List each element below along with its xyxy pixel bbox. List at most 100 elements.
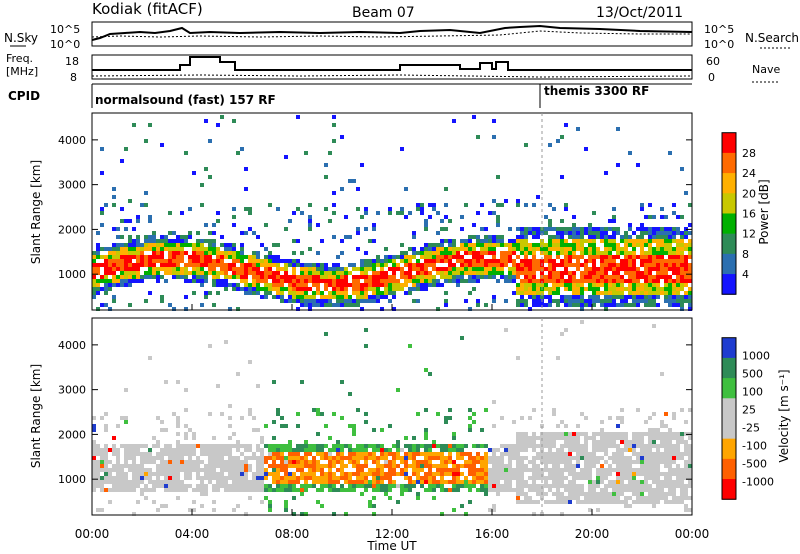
velocity-cell [268,452,272,456]
power-cell [160,299,164,303]
power-cell [184,295,188,299]
velocity-cell [232,456,236,460]
power-cell [364,279,368,283]
power-cell [628,251,632,255]
velocity-cell [96,508,100,512]
velocity-cell [552,444,556,448]
power-cell [132,247,136,251]
velocity-cell [176,432,180,436]
power-cell [300,291,304,295]
power-cell [672,251,676,255]
velocity-cell [516,484,520,488]
velocity-cell [116,472,120,476]
power-cell [192,263,196,267]
velocity-cell [244,484,248,488]
power-cell [184,235,188,239]
power-cell [652,259,656,263]
power-cell [536,243,540,247]
power-cell [300,303,304,307]
velocity-cell [264,468,268,472]
power-cell [668,151,672,155]
power-cell [328,151,332,155]
power-cell [612,267,616,271]
power-cell [316,303,320,307]
velocity-cell [684,484,688,488]
power-cell [636,275,640,279]
velocity-cell [104,460,108,464]
velocity-cell [676,436,680,440]
velocity-cell [144,476,148,480]
power-cell [592,279,596,283]
power-cell [572,231,576,235]
velocity-cell [564,452,568,456]
velocity-cell [296,464,300,468]
power-cell [600,279,604,283]
velocity-cell [224,452,228,456]
power-cell [588,243,592,247]
power-cell [680,267,684,271]
velocity-cell [660,452,664,456]
velocity-cell [516,460,520,464]
power-cell [180,247,184,251]
velocity-cell [656,476,660,480]
velocity-cell [332,484,336,488]
velocity-cell [632,468,636,472]
velocity-cell [372,428,376,432]
power-cell [112,263,116,267]
velocity-cell [156,484,160,488]
velocity-cell [656,496,660,500]
velocity-cell [524,456,528,460]
power-cell [332,191,336,195]
power-cell [148,255,152,259]
velocity-cell [332,448,336,452]
power-cell [212,243,216,247]
velocity-cell [584,416,588,420]
velocity-cell [492,476,496,480]
power-cell [456,275,460,279]
power-cell [160,247,164,251]
velocity-cell [576,436,580,440]
power-cell [356,291,360,295]
velocity-cell [448,460,452,464]
velocity-cell [92,488,96,492]
velocity-cell [632,484,636,488]
power-cell [428,255,432,259]
velocity-cell [184,468,188,472]
velocity-cell [452,464,456,468]
power-cell [120,251,124,255]
velocity-cell [272,468,276,472]
velocity-cell [580,432,584,436]
velocity-cell [132,512,136,516]
colorbar-swatch [722,479,736,500]
velocity-cell [664,456,668,460]
power-cell [216,211,220,215]
velocity-cell [160,456,164,460]
power-cell [268,259,272,263]
y-tick-label: 2000 [58,223,86,236]
power-cell [228,307,232,311]
power-cell [220,267,224,271]
velocity-cell [544,484,548,488]
power-cell [252,275,256,279]
power-cell [240,287,244,291]
velocity-cell [336,452,340,456]
power-cell [160,243,164,247]
velocity-cell [272,420,276,424]
velocity-cell [604,444,608,448]
velocity-cell [528,484,532,488]
power-cell [604,235,608,239]
power-cell [660,275,664,279]
velocity-cell [208,472,212,476]
velocity-cell [608,464,612,468]
power-cell [236,259,240,263]
velocity-cell [152,472,156,476]
velocity-cell [136,484,140,488]
power-cell [340,303,344,307]
power-cell [268,283,272,287]
velocity-cell [228,404,232,408]
power-cell [292,267,296,271]
velocity-cell [448,456,452,460]
power-cell [164,235,168,239]
power-cell [652,235,656,239]
velocity-cell [584,440,588,444]
